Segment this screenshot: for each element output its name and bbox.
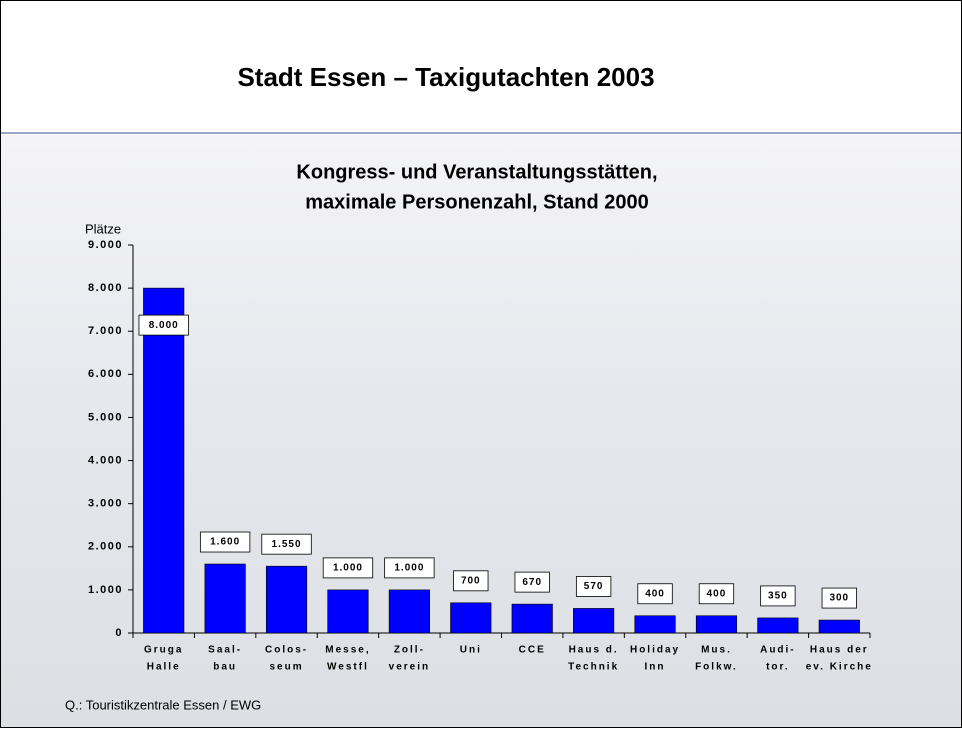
- bar: [573, 608, 614, 633]
- x-tick-label: CCE: [519, 645, 546, 656]
- value-label: 1.000: [333, 563, 363, 574]
- x-tick-label: Saal-: [208, 645, 242, 656]
- x-tick-label: bau: [213, 662, 237, 673]
- value-label: 1.600: [210, 537, 240, 548]
- bar: [451, 603, 492, 633]
- x-tick-label: Audi-: [760, 645, 796, 656]
- x-tick-label: Mus.: [701, 645, 732, 656]
- y-tick-label: 8.000: [88, 282, 123, 294]
- y-tick-label: 6.000: [88, 368, 123, 380]
- bar: [758, 618, 799, 633]
- x-tick-label: Haus d.: [569, 645, 619, 656]
- value-label: 1.550: [272, 539, 302, 550]
- value-label: 570: [584, 581, 604, 592]
- x-tick-label: verein: [389, 662, 430, 673]
- x-tick-label: seum: [269, 662, 303, 673]
- y-tick-label: 1.000: [88, 584, 123, 596]
- chart-title: maximale Personenzahl, Stand 2000: [305, 191, 649, 213]
- x-tick-label: Inn: [645, 662, 666, 673]
- y-tick-label: 4.000: [88, 454, 123, 466]
- y-tick-label: 3.000: [88, 498, 123, 510]
- x-tick-label: Haus der: [810, 645, 869, 656]
- source-note: Q.: Touristikzentrale Essen / EWG: [65, 697, 261, 712]
- value-label: 670: [522, 577, 542, 588]
- x-tick-label: ev. Kirche: [806, 662, 873, 673]
- x-tick-label: tor.: [766, 662, 790, 673]
- value-label: 400: [645, 588, 665, 599]
- y-tick-label: 9.000: [88, 239, 123, 251]
- chart-title: Kongress- und Veranstaltungsstätten,: [296, 161, 657, 183]
- y-tick-label: 7.000: [88, 325, 123, 337]
- x-tick-label: Halle: [147, 662, 181, 673]
- x-tick-label: Uni: [460, 645, 482, 656]
- bar: [143, 288, 184, 633]
- bar: [819, 620, 860, 633]
- value-label: 300: [829, 593, 849, 604]
- bar: [512, 604, 553, 633]
- y-tick-label: 5.000: [88, 411, 123, 423]
- bar: [696, 616, 737, 633]
- x-tick-label: Gruga: [144, 645, 183, 656]
- y-axis-label: Plätze: [85, 221, 121, 236]
- bar: [266, 566, 307, 633]
- x-tick-label: Messe,: [325, 645, 370, 656]
- y-tick-label: 2.000: [88, 541, 123, 553]
- value-label: 700: [461, 575, 481, 586]
- x-tick-label: Zoll-: [394, 645, 425, 656]
- x-tick-label: Holiday: [630, 645, 680, 656]
- x-tick-label: Technik: [568, 662, 619, 673]
- x-tick-label: Folkw.: [695, 662, 738, 673]
- x-tick-label: Colos-: [265, 645, 308, 656]
- bar: [389, 590, 430, 633]
- bar: [328, 590, 369, 633]
- slide: Stadt Essen – Taxigutachten 2003 Kongres…: [0, 0, 962, 728]
- value-label: 400: [707, 588, 727, 599]
- value-label: 350: [768, 591, 788, 602]
- value-label: 8.000: [149, 320, 179, 331]
- bar: [635, 616, 676, 633]
- value-label: 1.000: [394, 563, 424, 574]
- y-tick-label: 0: [115, 627, 123, 639]
- x-tick-label: Westfl: [327, 662, 369, 673]
- slide-title: Stadt Essen – Taxigutachten 2003: [237, 62, 654, 92]
- bar: [205, 564, 246, 633]
